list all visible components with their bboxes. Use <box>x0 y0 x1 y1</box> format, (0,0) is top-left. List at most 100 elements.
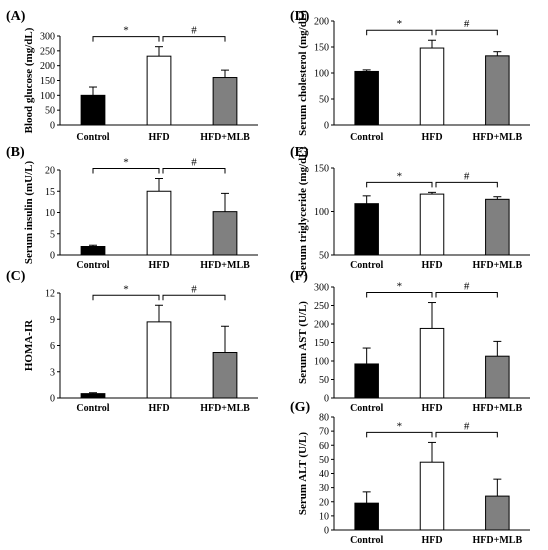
y-tick-label: 0 <box>324 121 329 132</box>
y-tick-label: 100 <box>314 357 329 368</box>
panel-label: (C) <box>6 269 26 284</box>
significance-symbol: * <box>123 25 129 37</box>
significance-bracket <box>435 181 498 188</box>
category-label: HFD <box>148 132 169 143</box>
bar-hfd-mlb <box>212 211 238 256</box>
significance-bracket <box>92 294 160 301</box>
category-label: HFD <box>148 260 169 271</box>
panel-label: (E) <box>290 145 309 160</box>
significance-bracket <box>435 29 498 36</box>
panel-label: (A) <box>6 9 26 24</box>
y-tick-label: 300 <box>40 32 55 43</box>
significance-bracket <box>435 431 498 438</box>
panel-label: (D) <box>290 9 310 24</box>
category-label: HFD+MLB <box>473 260 523 271</box>
y-tick-label: 0 <box>50 121 55 132</box>
y-tick-label: 6 <box>50 341 55 352</box>
significance-bracket <box>162 36 226 42</box>
chart-panel-0: (A) 0 50 100 150 200 250 300 Blood glucose (mg/d… <box>6 9 258 143</box>
y-tick-label: 10 <box>319 511 329 522</box>
category-label: HFD <box>421 535 442 546</box>
bar-hfd-mlb <box>485 355 510 399</box>
bar-control <box>354 363 379 399</box>
significance-bracket <box>366 431 433 438</box>
y-tick-label: 300 <box>314 283 329 294</box>
category-label: Control <box>350 132 383 143</box>
y-tick-label: 80 <box>319 413 329 424</box>
chart-panel-6: (G) 0 10 20 30 40 50 60 70 80 Serum ALT (U/L) Contr… <box>290 400 530 546</box>
y-tick-label: 250 <box>40 46 55 57</box>
y-tick-label: 50 <box>319 251 329 262</box>
significance-symbol: * <box>123 157 129 169</box>
y-tick-label: 200 <box>40 61 55 72</box>
category-label: HFD+MLB <box>200 132 250 143</box>
significance-bracket <box>162 168 226 174</box>
y-tick-label: 5 <box>50 229 55 240</box>
y-axis-title: Serum ALT (U/L) <box>297 432 309 515</box>
significance-symbol: # <box>464 170 470 182</box>
significance-symbol: * <box>123 283 129 295</box>
y-tick-label: 100 <box>314 207 329 218</box>
category-label: HFD+MLB <box>473 535 523 546</box>
y-tick-label: 0 <box>324 394 329 405</box>
bar-hfd <box>146 190 172 256</box>
significance-symbol: # <box>191 157 197 169</box>
y-tick-label: 12 <box>45 289 55 300</box>
panel-label: (G) <box>290 400 311 415</box>
category-label: HFD <box>421 260 442 271</box>
bar-hfd <box>419 461 445 531</box>
y-tick-label: 9 <box>50 315 55 326</box>
y-tick-label: 100 <box>314 69 329 80</box>
panel-label: (B) <box>6 145 25 160</box>
category-label: HFD+MLB <box>200 403 250 414</box>
y-tick-label: 0 <box>50 251 55 262</box>
significance-bracket <box>92 168 160 174</box>
significance-symbol: * <box>397 281 403 293</box>
y-tick-label: 250 <box>314 301 329 312</box>
bar-hfd-mlb <box>485 495 510 531</box>
y-tick-label: 150 <box>314 164 329 175</box>
y-tick-label: 0 <box>50 394 55 405</box>
y-axis-title: Serum cholesterol (mg/dL) <box>297 10 309 136</box>
y-tick-label: 200 <box>314 320 329 331</box>
category-label: HFD <box>148 403 169 414</box>
significance-bracket <box>366 29 433 36</box>
significance-symbol: * <box>397 170 403 182</box>
chart-panel-1: (B) 0 5 10 15 20 Serum insulin (mU/L) Control HF… <box>6 145 258 271</box>
significance-bracket <box>366 181 433 188</box>
chart-panel-5: (F) 0 50 100 150 200 250 300 Serum AST (U/L) Cont… <box>290 269 530 414</box>
y-tick-label: 150 <box>314 338 329 349</box>
chart-panel-3: (D) 0 50 100 150 200 Serum cholesterol (mg/dL)… <box>290 9 530 143</box>
significance-symbol: # <box>464 18 470 30</box>
panel-label: (F) <box>290 269 308 284</box>
y-tick-label: 10 <box>45 208 55 219</box>
category-label: HFD+MLB <box>473 132 523 143</box>
bar-hfd <box>419 47 445 126</box>
category-label: Control <box>350 403 383 414</box>
category-label: Control <box>350 260 383 271</box>
chart-panel-4: (E) 50 100 150 Serum triglyceride (mg/dL) Con… <box>290 145 530 276</box>
significance-symbol: # <box>464 281 470 293</box>
y-tick-label: 50 <box>319 375 329 386</box>
bar-hfd-mlb <box>485 55 510 126</box>
bar-hfd-mlb <box>212 77 238 126</box>
significance-bracket <box>92 36 160 42</box>
y-tick-label: 100 <box>40 91 55 102</box>
y-tick-label: 40 <box>319 469 329 480</box>
bar-hfd-mlb <box>485 198 510 256</box>
bar-control <box>354 203 379 256</box>
bar-control <box>80 94 106 126</box>
y-axis-title: Serum triglyceride (mg/dL) <box>297 146 309 276</box>
bar-hfd <box>146 321 172 399</box>
y-tick-label: 150 <box>40 76 55 87</box>
significance-symbol: * <box>397 18 403 30</box>
bar-hfd <box>419 193 445 256</box>
y-tick-label: 15 <box>45 187 55 198</box>
y-axis-title: Serum insulin (mU/L) <box>23 161 35 265</box>
category-label: HFD <box>421 132 442 143</box>
y-tick-label: 20 <box>319 497 329 508</box>
category-label: Control <box>76 132 109 143</box>
y-tick-label: 3 <box>50 367 55 378</box>
bar-control <box>354 70 379 126</box>
